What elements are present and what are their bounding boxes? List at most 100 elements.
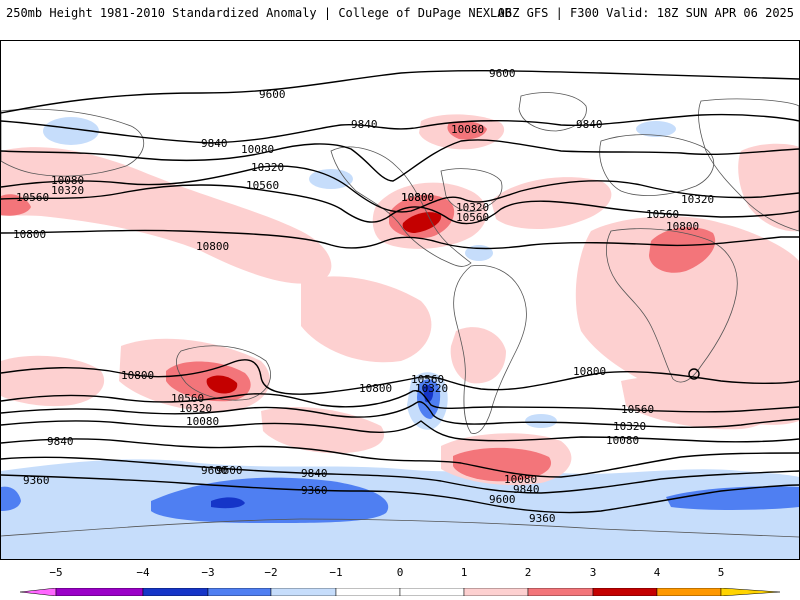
contour-9600-north bbox=[1, 69, 799, 114]
contour-label: 9840 bbox=[47, 435, 74, 448]
contour-label: 10800 bbox=[196, 240, 229, 253]
legend-tick-label: 1 bbox=[460, 566, 468, 579]
colorbar-segment bbox=[335, 588, 401, 596]
colorbar-segment bbox=[142, 588, 209, 596]
coastline-europe bbox=[599, 134, 715, 196]
anomaly-neg1-south-atlantic bbox=[525, 414, 557, 428]
anomaly-pos1-atlantic bbox=[491, 177, 612, 230]
anomaly-pos3-north-america bbox=[402, 212, 442, 233]
colorbar-segment bbox=[463, 588, 529, 596]
anomaly-map[interactable]: 9600 9600 9840 9840 9840 10080 10080 100… bbox=[0, 40, 800, 560]
colorbar-segment bbox=[20, 588, 57, 596]
legend-tick-label: −3 bbox=[201, 566, 215, 579]
coastline-greenland bbox=[518, 92, 587, 132]
contour-label: 10800 bbox=[359, 382, 392, 395]
coastline-north-america bbox=[330, 146, 472, 267]
anomaly-pos3-south-pacific bbox=[206, 375, 238, 394]
contour-label: 10560 bbox=[621, 403, 654, 416]
contour-label: 10320 bbox=[415, 382, 448, 395]
map-title: 250mb Height 1981-2010 Standardized Anom… bbox=[6, 6, 512, 20]
contour-label: 10320 bbox=[179, 402, 212, 415]
contour-10560-north bbox=[1, 184, 799, 225]
anomaly-pos1-east-atlantic-africa bbox=[575, 216, 799, 425]
anomaly-neg2-southern-band-east bbox=[666, 486, 799, 510]
colorbar-segment bbox=[399, 588, 465, 596]
contour-label: 10560 bbox=[246, 179, 279, 192]
contour-10080-north bbox=[1, 139, 799, 182]
anomaly-pos2-west-asia bbox=[1, 194, 31, 216]
contour-label: 10800 bbox=[121, 369, 154, 382]
contour-label: 10800 bbox=[573, 365, 606, 378]
contour-label: 10320 bbox=[456, 201, 489, 214]
anomaly-pos1-south-west bbox=[621, 376, 772, 430]
contour-label: 10560 bbox=[646, 208, 679, 221]
contour-label: 10800 bbox=[13, 228, 46, 241]
contour-label: 9840 bbox=[301, 467, 328, 480]
colorbar-segment bbox=[656, 588, 722, 596]
contour-label: 10800 bbox=[666, 220, 699, 233]
contour-label: 10320 bbox=[681, 193, 714, 206]
contour-label: 9840 bbox=[513, 483, 540, 496]
colorbar-segment bbox=[207, 588, 272, 596]
colorbar-segment bbox=[270, 588, 337, 596]
contour-label: 10320 bbox=[251, 161, 284, 174]
contour-label: 9600 bbox=[259, 88, 286, 101]
anomaly-neg1-siberia bbox=[636, 121, 676, 137]
legend-tick-label: −1 bbox=[329, 566, 343, 579]
legend-tick-label: 5 bbox=[717, 566, 725, 579]
contour-10560-south bbox=[1, 390, 799, 413]
map-canvas: 9600 9600 9840 9840 9840 10080 10080 100… bbox=[1, 67, 799, 559]
model-run-info: 06Z GFS | F300 Valid: 18Z SUN APR 06 202… bbox=[497, 6, 794, 20]
colorbar-segment bbox=[55, 588, 144, 596]
contour-label: 10560 bbox=[456, 211, 489, 224]
contour-label: 10800 bbox=[401, 191, 434, 204]
anomaly-pos1-south-america bbox=[450, 327, 506, 384]
contour-label: 9840 bbox=[576, 118, 603, 131]
coastline-north-america-east bbox=[440, 168, 503, 212]
anomaly-neg1-north-pacific bbox=[43, 117, 99, 145]
contour-label: 9360 bbox=[23, 474, 50, 487]
contour-10320-south bbox=[1, 401, 799, 428]
legend-tick-label: 3 bbox=[589, 566, 597, 579]
legend-tick-label: −2 bbox=[264, 566, 278, 579]
contour-label: 9600 bbox=[201, 464, 228, 477]
legend-tick-label: 0 bbox=[396, 566, 404, 579]
anomaly-neg3-southern-center bbox=[211, 497, 245, 509]
contour-label: 9840 bbox=[201, 137, 228, 150]
coastline-africa bbox=[606, 228, 738, 383]
contour-label: 10080 bbox=[241, 143, 274, 156]
anomaly-pos2-africa bbox=[649, 227, 716, 273]
legend-tick-label: 2 bbox=[524, 566, 532, 579]
legend-tick-label: 4 bbox=[653, 566, 661, 579]
map-header: 250mb Height 1981-2010 Standardized Anom… bbox=[0, 0, 800, 36]
contour-labels: 9600 9600 9840 9840 9840 10080 10080 100… bbox=[13, 67, 714, 525]
contour-label: 10800 bbox=[401, 191, 434, 204]
coastlines bbox=[1, 92, 799, 538]
anomaly-neg2-southern-band-far-west bbox=[1, 486, 21, 511]
colorbar bbox=[20, 588, 780, 596]
contour-label: 9840 bbox=[351, 118, 378, 131]
contour-closed-south-indian bbox=[688, 368, 700, 380]
contour-label: 10560 bbox=[411, 373, 444, 386]
contour-label: 10080 bbox=[51, 174, 84, 187]
contour-9360-south bbox=[1, 474, 799, 514]
coastline-asia bbox=[698, 98, 799, 232]
coastline-asia-west bbox=[1, 108, 145, 177]
contour-label: 10080 bbox=[186, 415, 219, 428]
contour-label: 9360 bbox=[529, 512, 556, 525]
contour-9840-south bbox=[1, 438, 799, 478]
contour-10800-north bbox=[1, 229, 799, 250]
colorbar-segment bbox=[592, 588, 658, 596]
contour-label: 9600 bbox=[489, 493, 516, 506]
anomaly-pos1-southern-mid bbox=[261, 406, 385, 454]
contour-label: 9600 bbox=[216, 464, 243, 477]
contour-10800-south bbox=[1, 359, 799, 395]
anomaly-pos1-tropical-atlantic bbox=[301, 276, 432, 363]
contour-10320-north bbox=[1, 165, 799, 213]
colorbar-legend: −5 −4 −3 −2 −1 0 1 2 3 4 5 bbox=[0, 566, 800, 600]
height-contours bbox=[1, 69, 799, 514]
anomaly-pos2-south-atlantic-ridge bbox=[453, 447, 552, 482]
anomaly-neg2-southern-band-west bbox=[151, 477, 389, 523]
contour-label: 9600 bbox=[489, 67, 516, 80]
contour-9840-north bbox=[1, 113, 799, 144]
